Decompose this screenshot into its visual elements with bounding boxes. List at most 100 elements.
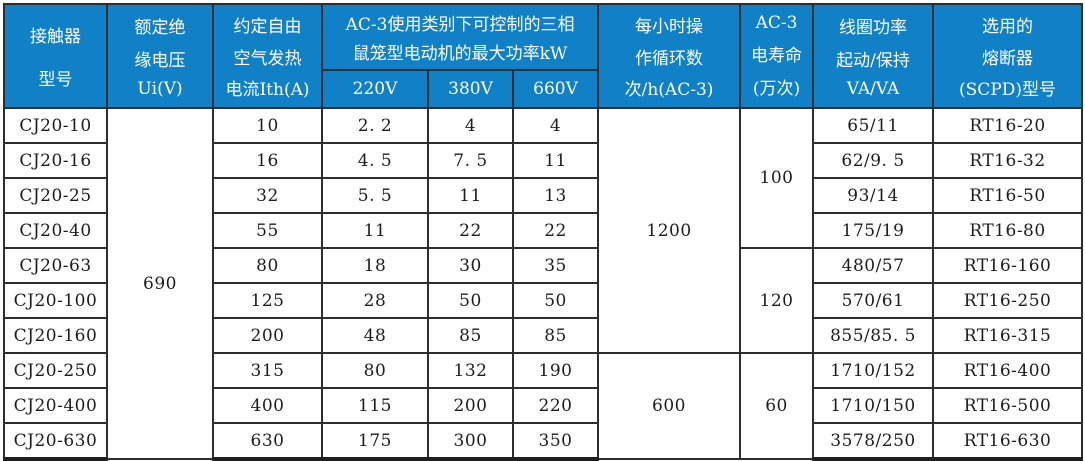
header-cycles-line1: 每小时操	[635, 16, 704, 37]
model-cell: CJ20-160	[3, 317, 108, 354]
header-power-group: AC-3使用类别下可控制的三相 鼠笼型电动机的最大功率kW	[320, 3, 600, 71]
p220-cell: 5. 5	[321, 177, 429, 214]
p660-cell: 50	[511, 282, 600, 319]
model-cell: CJ20-100	[3, 282, 108, 319]
p380-cell: 50	[427, 282, 514, 319]
p380-cell: 30	[427, 247, 514, 284]
table-header: 接触器 型号 额定绝 缘电压 Ui(V) 约定自由 空气发热 电流Ith(A)	[3, 3, 1084, 109]
ith-cell: 16	[212, 142, 323, 179]
p220-cell: 175	[321, 422, 429, 461]
fuse-cell: RT16-20	[932, 107, 1084, 144]
table-row: CJ20-400 400 115 200 220 1710/150 RT16-5…	[3, 387, 1084, 424]
p660-cell: 4	[511, 107, 600, 144]
header-ith-line1: 约定自由	[233, 16, 302, 37]
ith-cell: 630	[212, 422, 323, 461]
header-fuse-line3: (SCPD)型号	[959, 80, 1057, 101]
header-ith: 约定自由 空气发热 电流Ith(A)	[212, 3, 323, 109]
fuse-cell: RT16-50	[932, 177, 1084, 214]
ith-cell: 400	[212, 387, 323, 424]
ith-cell: 80	[212, 247, 323, 284]
table-body: CJ20-10 690 10 2. 2 4 4 1200 100 65/11 R…	[3, 107, 1084, 461]
p220-cell: 115	[321, 387, 429, 424]
ith-cell: 10	[212, 107, 323, 144]
coil-cell: 93/14	[812, 177, 935, 214]
header-cycles-line2: 作循环数	[635, 48, 704, 69]
p660-cell: 13	[511, 177, 600, 214]
header-model-line2: 型号	[38, 69, 73, 90]
header-coil: 线圈功率 起动/保持 VA/VA	[812, 3, 935, 109]
header-ui-line1: 额定绝	[134, 18, 186, 38]
fuse-cell: RT16-400	[932, 352, 1084, 389]
header-fuse: 选用的 熔断器 (SCPD)型号	[932, 3, 1084, 109]
contactor-spec-table: 接触器 型号 额定绝 缘电压 Ui(V) 约定自由 空气发热 电流Ith(A)	[3, 3, 1084, 461]
table-row: CJ20-16 16 4. 5 7. 5 11 62/9. 5 RT16-32	[3, 142, 1084, 179]
model-cell: CJ20-25	[3, 177, 108, 214]
ith-cell: 125	[212, 282, 323, 319]
header-life-line3: (万次)	[752, 79, 801, 99]
table-row: CJ20-25 32 5. 5 11 13 93/14 RT16-50	[3, 177, 1084, 214]
table-row: CJ20-63 80 18 30 35 120 480/57 RT16-160	[3, 247, 1084, 354]
model-cell: CJ20-40	[3, 212, 108, 249]
model-cell: CJ20-63	[3, 247, 108, 284]
table-row: CJ20-160 200 48 85 85 855/85. 5 RT16-315	[3, 317, 1084, 354]
header-380v: 380V	[427, 69, 514, 109]
p220-cell: 80	[321, 352, 429, 389]
header-ith-line2: 空气发热	[233, 48, 302, 69]
model-cell: CJ20-16	[3, 142, 108, 179]
coil-cell: 62/9. 5	[812, 142, 935, 179]
life-merged-cell: 100	[739, 107, 815, 249]
coil-cell: 570/61	[812, 282, 935, 319]
p660-cell: 11	[511, 142, 600, 179]
ith-cell: 200	[212, 317, 323, 354]
header-fuse-line2: 熔断器	[982, 48, 1034, 69]
p220-cell: 28	[321, 282, 429, 319]
p660-cell: 190	[511, 352, 600, 389]
coil-cell: 855/85. 5	[812, 317, 935, 354]
p380-cell: 300	[427, 422, 514, 461]
p380-cell: 4	[427, 107, 514, 144]
life-merged-cell: 60	[739, 352, 815, 460]
coil-cell: 1710/152	[812, 352, 935, 389]
p380-cell: 11	[427, 177, 514, 214]
p220-cell: 18	[321, 247, 429, 284]
header-life-line1: AC-3	[755, 13, 798, 33]
header-model: 接触器 型号	[3, 3, 108, 109]
p660-cell: 22	[511, 212, 600, 249]
header-ith-line3: 电流Ith(A)	[225, 80, 310, 101]
p380-cell: 85	[427, 317, 514, 354]
table-row: CJ20-10 690 10 2. 2 4 4 1200 100 65/11 R…	[3, 107, 1084, 460]
table-row: CJ20-100 125 28 50 50 570/61 RT16-250	[3, 282, 1084, 319]
p660-cell: 85	[511, 317, 600, 354]
header-model-line1: 接触器	[30, 27, 81, 48]
header-cycles: 每小时操 作循环数 次/h(AC-3)	[597, 3, 742, 109]
model-cell: CJ20-400	[3, 387, 108, 424]
fuse-cell: RT16-250	[932, 282, 1084, 319]
header-life-line2: 电寿命	[751, 46, 803, 66]
coil-cell: 175/19	[812, 212, 935, 249]
fuse-cell: RT16-32	[932, 142, 1084, 179]
cycles-merged-cell: 1200	[597, 107, 742, 354]
header-power-line2: 鼠笼型电动机的最大功率kW	[352, 44, 568, 65]
p660-cell: 35	[511, 247, 600, 284]
fuse-cell: RT16-630	[932, 422, 1084, 461]
coil-cell: 65/11	[812, 107, 935, 144]
table-row: CJ20-40 55 11 22 22 175/19 RT16-80	[3, 212, 1084, 249]
ith-cell: 32	[212, 177, 323, 214]
fuse-cell: RT16-315	[932, 317, 1084, 354]
coil-cell: 480/57	[812, 247, 935, 284]
header-power-line1: AC-3使用类别下可控制的三相	[345, 14, 575, 35]
p380-cell: 7. 5	[427, 142, 514, 179]
cycles-merged-cell: 600	[597, 352, 742, 460]
fuse-cell: RT16-80	[932, 212, 1084, 249]
p220-cell: 48	[321, 317, 429, 354]
fuse-cell: RT16-160	[932, 247, 1084, 284]
header-life: AC-3 电寿命 (万次)	[739, 3, 815, 109]
header-cycles-line3: 次/h(AC-3)	[624, 80, 714, 101]
header-220v: 220V	[321, 69, 429, 109]
coil-cell: 3578/250	[812, 422, 935, 461]
p220-cell: 4. 5	[321, 142, 429, 179]
p660-cell: 350	[511, 422, 600, 461]
ith-cell: 315	[212, 352, 323, 389]
p380-cell: 200	[427, 387, 514, 424]
